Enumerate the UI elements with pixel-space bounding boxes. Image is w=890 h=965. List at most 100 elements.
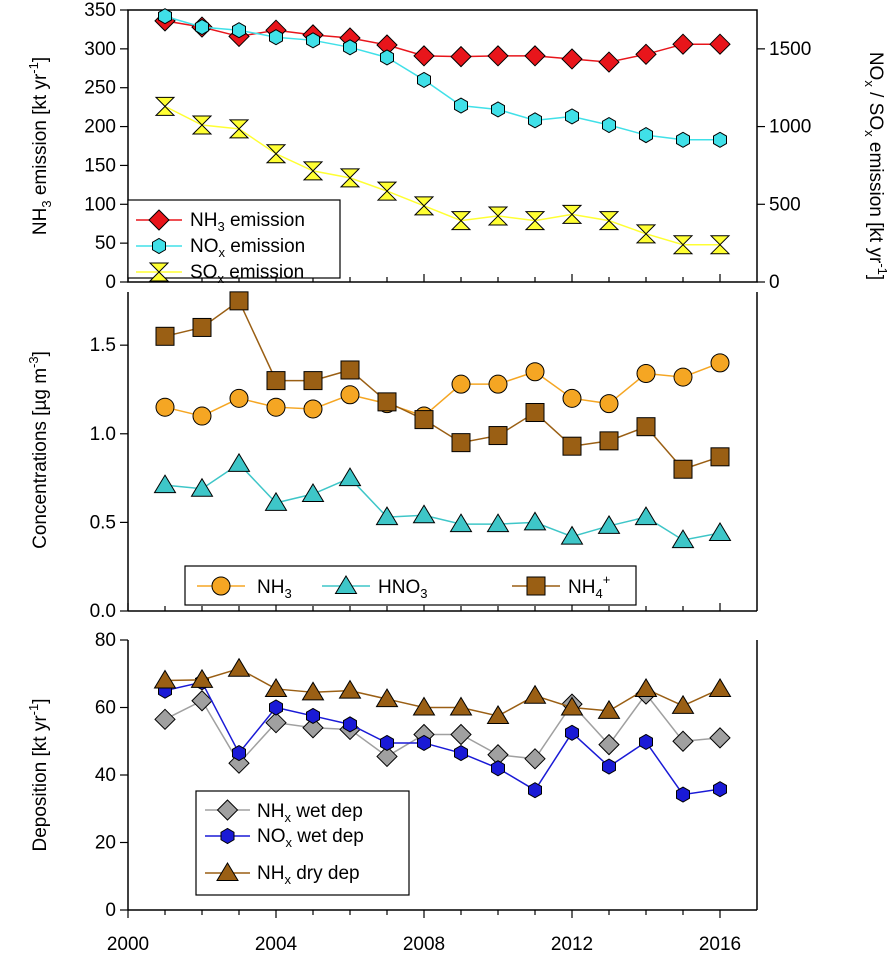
point-hno3 xyxy=(449,513,473,533)
point-sox-emission xyxy=(154,96,176,116)
legend-symbols-emissions xyxy=(136,209,182,282)
line-nh4 xyxy=(164,299,721,471)
y-tick-label-left-emissions: 350 xyxy=(84,0,116,21)
point-hno3 xyxy=(264,491,288,511)
point-nh3-emission xyxy=(709,33,731,55)
legend-symbol-hno3 xyxy=(322,575,370,594)
legend-marker-nh3-emission xyxy=(148,209,170,231)
point-nox-emission xyxy=(306,32,320,49)
x-tick-label-deposition: 2004 xyxy=(255,934,298,955)
point-nhx-dry-dep xyxy=(486,704,510,724)
point-nox-wet-dep xyxy=(639,733,653,750)
point-nh4 xyxy=(340,360,360,380)
y-tick-label-right-emissions: 500 xyxy=(769,194,801,215)
point-hno3 xyxy=(301,483,325,503)
point-nox-wet-dep xyxy=(417,734,431,752)
point-nox-emission xyxy=(417,71,431,89)
plot-frame-emissions xyxy=(127,9,758,283)
point-nh3 xyxy=(599,394,619,414)
point-sox-emission xyxy=(487,206,509,226)
point-nox-wet-dep xyxy=(528,782,542,799)
y-axis-label-concentrations: Concentrations [µg m-3] xyxy=(26,351,51,549)
point-nh4 xyxy=(414,410,434,430)
point-nhx-wet-dep xyxy=(376,745,398,768)
point-nox-emission xyxy=(491,101,505,118)
legend-deposition: NHx wet dep NOx wet dep NHx dry dep xyxy=(195,790,410,896)
y-axis-left-emissions: 0 50 100 150 200 250 300 350 xyxy=(84,0,128,293)
y-tick-label-left-emissions: 200 xyxy=(84,117,116,138)
legend-box-concentrations xyxy=(184,565,637,606)
series-nh3 xyxy=(155,353,730,426)
y-tick-label-left-deposition: 20 xyxy=(95,833,116,854)
point-nhx-wet-dep xyxy=(598,733,620,756)
series-concentrations xyxy=(153,291,732,549)
legend-symbols-deposition xyxy=(205,799,250,881)
y-tick-label-left-deposition: 60 xyxy=(95,698,116,719)
point-nh3 xyxy=(636,364,656,384)
legend-symbols-concentrations xyxy=(197,575,560,596)
point-nh3-emission xyxy=(672,33,694,55)
point-nox-wet-dep xyxy=(232,744,246,762)
point-nh4 xyxy=(562,436,582,456)
y-tick-label-left-emissions: 100 xyxy=(84,194,116,215)
point-sox-emission xyxy=(265,144,287,164)
y-axis-deposition: 0 20 40 60 80 xyxy=(95,630,128,921)
y-tick-label-left-deposition: 0 xyxy=(105,900,116,921)
legend-marker-nox-emission xyxy=(152,237,166,255)
point-nox-emission xyxy=(232,22,246,39)
legend-marker-nh4 xyxy=(526,576,546,596)
point-nh4 xyxy=(451,433,471,453)
point-sox-emission xyxy=(709,235,731,255)
point-nox-wet-dep xyxy=(676,786,690,803)
point-hno3 xyxy=(486,513,510,533)
point-nh4 xyxy=(673,459,693,479)
line-nhx-dry-dep xyxy=(164,667,721,717)
legend-label-nhx-wet-dep: NHx wet dep xyxy=(257,801,363,825)
point-sox-emission xyxy=(635,224,657,244)
point-nh3 xyxy=(266,397,286,417)
y-tick-label-left-emissions: 150 xyxy=(84,155,116,176)
point-nhx-wet-dep xyxy=(191,690,213,712)
point-nh4 xyxy=(266,371,286,391)
legend-symbol-nox-emission xyxy=(136,237,182,255)
point-nh4 xyxy=(377,392,397,412)
legend-label-nh4: NH4+ xyxy=(568,572,610,601)
y-tick-label-right-emissions: 1000 xyxy=(769,117,811,138)
line-nh3 xyxy=(164,362,721,417)
line-nhx-wet-dep xyxy=(164,692,721,765)
y-tick-label-left-concentrations: 1.5 xyxy=(90,335,116,356)
point-nh3 xyxy=(562,388,582,408)
point-nox-emission xyxy=(639,127,653,144)
point-nox-emission xyxy=(158,8,172,25)
point-nh4 xyxy=(636,417,656,437)
series-hno3 xyxy=(153,452,732,549)
point-hno3 xyxy=(153,474,177,494)
point-sox-emission xyxy=(524,211,546,231)
point-nox-emission xyxy=(380,49,394,66)
point-sox-emission xyxy=(672,235,694,255)
point-nh3 xyxy=(673,367,693,387)
x-tick-label-deposition: 2012 xyxy=(551,934,593,955)
point-nox-emission xyxy=(269,29,283,46)
legend-label-sox-emission: SOx emission xyxy=(190,262,304,286)
point-nox-wet-dep xyxy=(343,716,357,733)
y-tick-label-left-emissions: 300 xyxy=(84,39,116,60)
point-hno3 xyxy=(412,504,436,524)
legend-marker-hno3 xyxy=(334,575,358,594)
point-nox-emission xyxy=(676,131,690,148)
point-nox-emission xyxy=(713,131,727,148)
point-nox-wet-dep xyxy=(454,744,468,762)
point-nhx-dry-dep xyxy=(301,681,325,701)
point-hno3 xyxy=(227,452,251,472)
point-nh3-emission xyxy=(561,48,583,70)
panel-emissions: 0 50 100 150 200 250 300 350 0 500 1000 1500 NH3 e… xyxy=(26,0,890,293)
point-nh4 xyxy=(599,431,619,451)
series-nh3-emission xyxy=(154,10,731,73)
y-axis-label-deposition: Deposition [kt yr-1] xyxy=(26,698,51,851)
series-nox-emission xyxy=(158,8,727,148)
point-nhx-dry-dep xyxy=(375,688,399,708)
point-nox-wet-dep xyxy=(380,734,394,752)
legend-emissions: NH3 emission NOx emission SOx emission xyxy=(127,199,341,286)
point-nh4 xyxy=(525,403,545,423)
